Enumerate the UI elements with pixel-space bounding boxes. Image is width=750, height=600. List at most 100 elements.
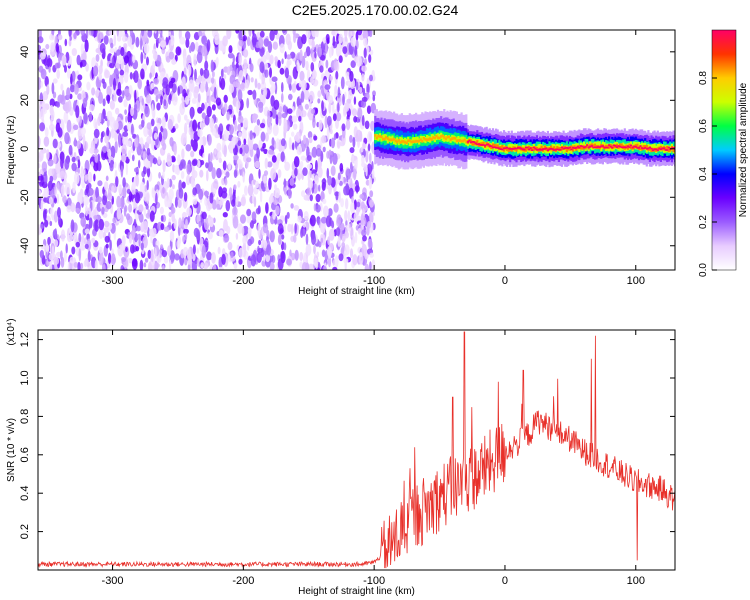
signal-ridge-cell <box>633 145 636 148</box>
signal-ridge-cell <box>393 137 396 145</box>
noise-speck <box>115 107 120 115</box>
signal-ridge-cell <box>454 137 457 140</box>
signal-ridge-cell <box>433 136 436 140</box>
noise-speck <box>159 40 166 48</box>
noise-speck <box>95 90 99 98</box>
noise-speck <box>369 199 374 208</box>
snr-ytick-label: 0.4 <box>19 486 31 501</box>
noise-speck <box>342 93 345 106</box>
noise-speck <box>292 106 295 113</box>
noise-speck <box>301 34 307 45</box>
signal-ridge-cell <box>426 138 429 142</box>
colorbar-label: Normalized spectral amplitude <box>738 82 749 217</box>
signal-ridge-cell <box>645 145 648 149</box>
noise-speck <box>173 143 177 156</box>
noise-speck <box>237 195 240 201</box>
noise-speck <box>206 105 212 118</box>
noise-speck <box>244 144 250 154</box>
signal-ridge-cell <box>524 146 527 149</box>
noise-speck <box>142 220 149 234</box>
noise-speck <box>54 197 57 204</box>
noise-speck <box>191 159 198 167</box>
noise-speck <box>180 132 187 145</box>
noise-speck <box>56 62 61 69</box>
signal-ridge-cell <box>473 141 476 146</box>
noise-speck <box>68 144 73 156</box>
noise-speck <box>144 257 149 263</box>
noise-speck <box>359 251 363 258</box>
noise-speck <box>350 221 353 227</box>
noise-speck <box>233 184 237 191</box>
signal-ridge-cell <box>539 148 542 151</box>
noise-speck <box>320 237 324 244</box>
noise-speck <box>322 198 327 205</box>
noise-speck <box>333 133 337 141</box>
noise-speck <box>88 111 93 123</box>
noise-speck <box>190 138 194 148</box>
noise-speck <box>154 30 157 34</box>
spectrogram-frame <box>37 29 676 271</box>
noise-speck <box>311 146 318 158</box>
noise-speck <box>168 188 174 200</box>
noise-speck <box>246 215 252 224</box>
signal-ridge-cell <box>502 147 506 152</box>
noise-speck <box>351 154 355 164</box>
noise-speck <box>146 180 149 191</box>
signal-ridge-cell <box>542 148 545 150</box>
signal-ridge-cell <box>477 143 480 145</box>
noise-speck <box>182 235 185 243</box>
noise-speck <box>80 30 86 36</box>
noise-speck <box>368 176 373 190</box>
noise-speck <box>93 173 96 182</box>
noise-speck <box>300 228 304 238</box>
noise-speck <box>119 69 125 76</box>
noise-speck <box>311 39 315 51</box>
noise-speck <box>349 248 354 259</box>
signal-ridge-cell <box>582 141 586 149</box>
signal-ridge-cell <box>531 149 534 151</box>
noise-speck <box>334 255 339 268</box>
noise-speck <box>254 160 260 169</box>
signal-ridge-cell <box>396 137 399 144</box>
noise-speck <box>370 120 375 131</box>
noise-speck <box>74 171 80 185</box>
noise-speck <box>93 215 99 221</box>
noise-speck <box>75 241 81 248</box>
signal-ridge-cell <box>388 138 391 142</box>
noise-speck <box>335 191 339 201</box>
noise-speck <box>332 260 336 266</box>
noise-speck <box>357 107 363 119</box>
noise-speck <box>272 209 276 220</box>
noise-speck <box>60 229 66 242</box>
noise-speck <box>301 262 308 270</box>
noise-speck <box>369 152 372 164</box>
signal-ridge-cell <box>418 139 421 143</box>
noise-speck <box>153 89 160 96</box>
noise-speck <box>81 233 85 244</box>
noise-speck <box>309 194 313 202</box>
noise-speck <box>109 100 115 110</box>
signal-ridge-cell <box>463 138 466 142</box>
noise-speck <box>361 229 367 237</box>
noise-speck <box>339 162 344 172</box>
noise-speck <box>102 195 108 206</box>
noise-speck <box>122 90 125 99</box>
noise-speck <box>315 160 318 173</box>
signal-ridge-cell <box>493 146 496 149</box>
noise-speck <box>87 250 91 263</box>
noise-speck <box>158 131 163 142</box>
noise-speck <box>162 159 166 173</box>
noise-speck <box>203 68 210 79</box>
noise-speck <box>149 72 152 79</box>
noise-speck <box>139 259 144 270</box>
signal-ridge-cell <box>550 145 553 150</box>
noise-speck <box>210 77 215 84</box>
noise-speck <box>325 215 332 228</box>
signal-ridge-cell <box>670 147 673 150</box>
noise-speck <box>369 30 373 38</box>
noise-speck <box>200 159 205 166</box>
noise-speck <box>110 42 114 49</box>
noise-speck <box>134 167 139 173</box>
signal-ridge-cell <box>421 140 424 143</box>
noise-speck <box>266 115 272 128</box>
